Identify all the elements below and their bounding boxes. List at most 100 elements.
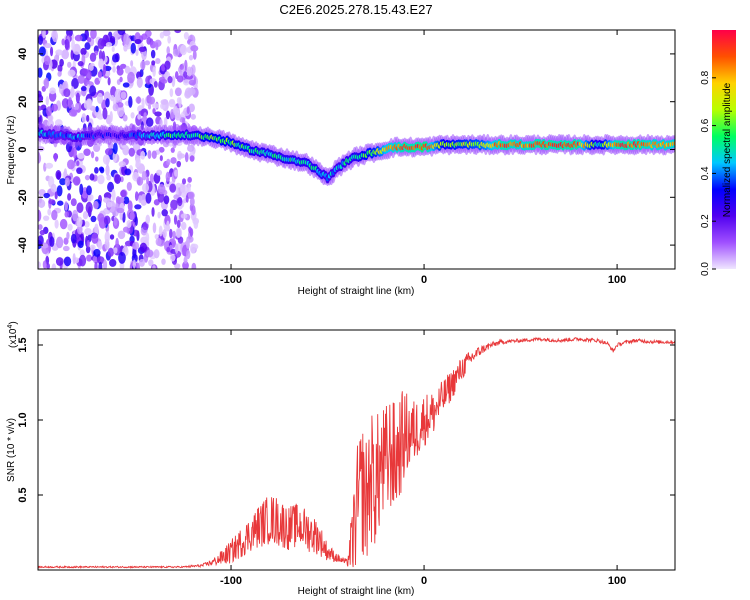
noise-blob	[122, 82, 130, 88]
noise-blob	[166, 246, 171, 253]
snr-x-tick-label: 0	[421, 575, 427, 587]
noise-blob	[83, 148, 91, 156]
noise-blob	[192, 50, 197, 60]
spectrogram-y-tick-label: -40	[17, 237, 29, 253]
noise-blob	[148, 96, 156, 105]
noise-blob	[67, 193, 72, 201]
noise-blob	[141, 183, 150, 193]
noise-blob	[70, 198, 77, 207]
noise-blob	[126, 219, 132, 229]
snr-panel: -100 0 100 0.5 1.0 1.5 Height of straight li…	[6, 321, 676, 597]
noise-blob	[86, 37, 92, 43]
noise-blob	[59, 58, 64, 67]
noise-blob	[187, 184, 191, 194]
noise-blob	[122, 226, 130, 233]
noise-blob	[145, 192, 152, 204]
spectrogram-panel: -100 0 100 -40 -20 0 20 40 Height of straight …	[6, 29, 676, 297]
noise-blob	[111, 216, 115, 222]
snr-x-tick-label: -100	[220, 575, 242, 587]
noise-blob	[185, 74, 194, 80]
noise-blob	[84, 174, 91, 181]
noise-blob	[138, 46, 147, 52]
noise-blob	[120, 176, 124, 183]
noise-blob	[98, 58, 104, 69]
noise-blob	[109, 111, 113, 123]
spectrogram-y-tick-label: 20	[17, 96, 29, 108]
snr-plot-area	[38, 336, 675, 569]
noise-blob	[187, 87, 196, 96]
noise-blob	[107, 247, 114, 257]
noise-blob	[74, 34, 83, 42]
noise-blob	[173, 214, 178, 225]
noise-blob	[118, 251, 126, 264]
noise-blob	[107, 181, 114, 193]
noise-blob	[112, 103, 119, 112]
noise-blob	[176, 219, 181, 229]
noise-blob	[190, 45, 199, 52]
noise-blob	[152, 66, 156, 77]
noise-blob	[120, 190, 127, 198]
noise-blob	[104, 231, 110, 243]
noise-blob	[177, 153, 186, 159]
noise-blob	[115, 196, 121, 204]
noise-blob	[105, 98, 110, 108]
noise-blob	[103, 215, 111, 225]
noise-blob	[174, 87, 182, 97]
noise-blob	[44, 42, 52, 49]
spectrogram-y-label: Frequency (Hz)	[6, 116, 17, 185]
noise-blob	[53, 152, 58, 162]
noise-blob	[54, 119, 63, 127]
noise-blob	[187, 191, 195, 200]
noise-blob	[97, 213, 105, 223]
noise-blob	[170, 199, 178, 211]
noise-blob	[97, 38, 105, 50]
noise-blob	[61, 98, 70, 109]
noise-blob	[162, 30, 171, 37]
noise-blob	[54, 219, 59, 229]
noise-blob	[182, 178, 187, 185]
noise-blob	[117, 30, 126, 36]
noise-blob	[56, 185, 63, 197]
colorbar-tick-label: 0.2	[700, 214, 711, 228]
noise-blob	[41, 243, 49, 249]
noise-blob	[45, 162, 54, 169]
noise-blob	[135, 96, 142, 104]
noise-blob	[168, 100, 176, 108]
noise-blob	[75, 92, 80, 104]
colorbar-tick-label: 0.8	[700, 70, 711, 84]
noise-blob	[45, 95, 49, 106]
noise-blob	[118, 161, 126, 168]
noise-blob	[111, 188, 116, 201]
noise-blob	[167, 35, 171, 44]
noise-blob	[184, 152, 189, 163]
noise-blob	[158, 225, 163, 237]
noise-blob	[157, 191, 165, 203]
noise-blob	[70, 233, 77, 244]
noise-blob	[169, 88, 174, 98]
noise-blob	[86, 185, 92, 196]
noise-blob	[136, 176, 144, 186]
noise-blob	[171, 75, 176, 88]
noise-blob	[185, 238, 190, 249]
noise-blob	[91, 232, 99, 244]
noise-blob	[44, 55, 51, 66]
noise-blob	[139, 242, 148, 253]
noise-blob	[72, 209, 79, 222]
noise-blob	[38, 209, 42, 222]
noise-blob	[76, 160, 80, 166]
noise-blob	[116, 102, 124, 108]
noise-blob	[85, 245, 91, 254]
noise-blob	[96, 113, 104, 120]
noise-blob	[147, 149, 152, 159]
spectrogram-y-tick-label: 40	[17, 48, 29, 60]
noise-blob	[38, 195, 42, 204]
noise-blob	[177, 196, 183, 207]
noise-blob	[166, 220, 170, 231]
noise-blob	[157, 211, 161, 219]
noise-blob	[193, 219, 199, 230]
noise-blob	[189, 243, 196, 254]
noise-blob	[38, 261, 41, 269]
noise-blob	[155, 58, 161, 65]
colorbar: 0.0 0.2 0.4 0.6 0.8 Normalized spectral ampl…	[700, 30, 736, 276]
